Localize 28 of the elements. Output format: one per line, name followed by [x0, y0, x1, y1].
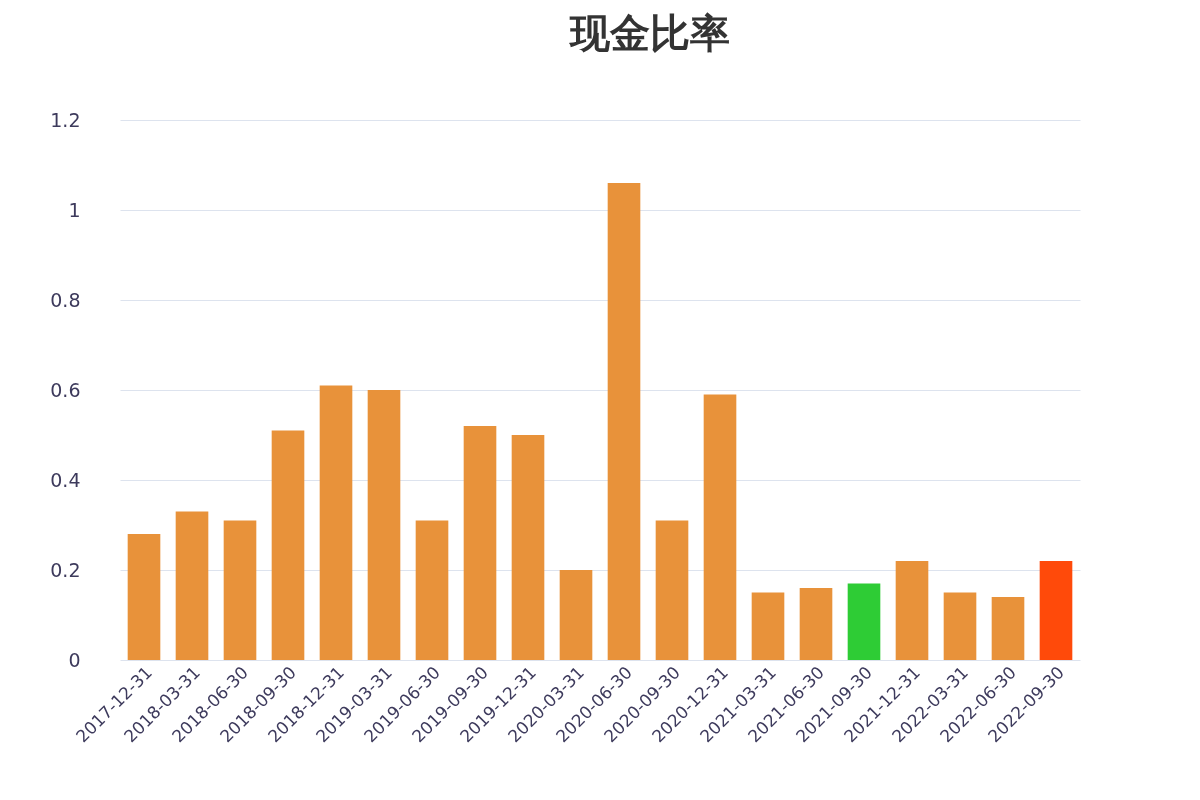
bar	[559, 570, 593, 660]
bar	[511, 435, 545, 660]
bar	[703, 394, 737, 660]
chart-title: 现金比率	[568, 10, 730, 56]
y-tick-label: 0.8	[50, 288, 81, 311]
bar	[415, 520, 449, 660]
bar	[655, 520, 689, 660]
bar	[175, 511, 209, 660]
bar	[367, 390, 401, 660]
y-tick-label: 0	[68, 648, 81, 671]
bar	[991, 597, 1025, 660]
y-tick-label: 0.6	[50, 378, 81, 401]
y-tick-label: 0.2	[50, 558, 81, 581]
y-tick-label: 1	[68, 198, 81, 221]
bar	[799, 588, 833, 660]
bar	[127, 534, 161, 660]
bar	[751, 592, 785, 660]
bar	[319, 385, 353, 660]
bar	[1039, 561, 1073, 660]
bar	[607, 183, 641, 660]
y-tick-label: 0.4	[50, 468, 81, 491]
bar	[271, 430, 305, 660]
y-tick-label: 1.2	[50, 108, 81, 131]
bar	[895, 561, 929, 660]
bar	[943, 592, 977, 660]
bar	[223, 520, 257, 660]
bar	[847, 583, 881, 660]
bar	[463, 426, 497, 660]
